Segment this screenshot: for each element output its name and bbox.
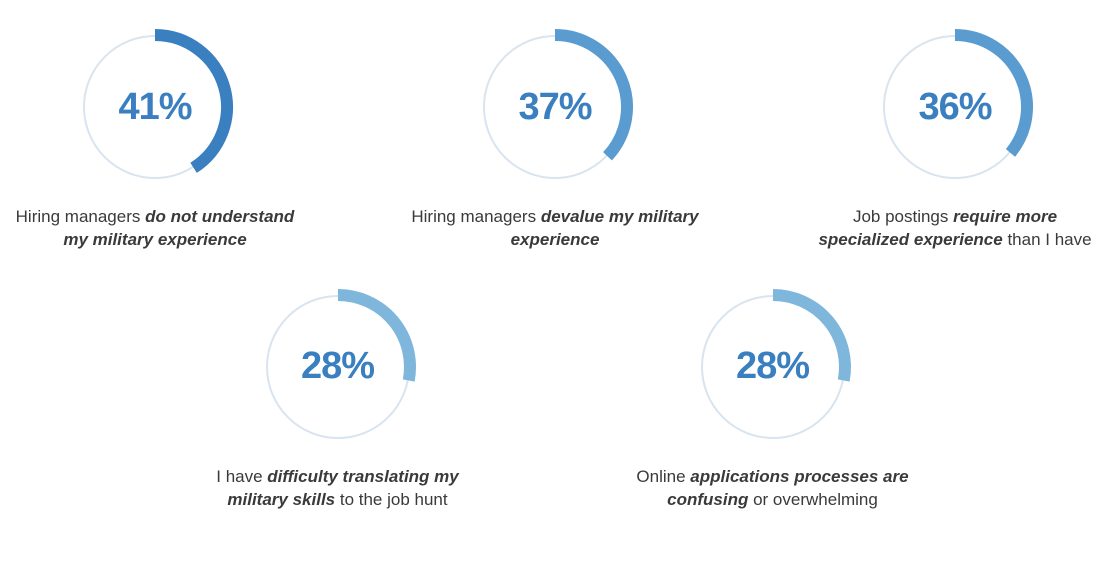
pct-label-difficulty-translating: 28% — [253, 282, 423, 452]
infographic-root: 41% Hiring managers do not understand my … — [0, 0, 1110, 564]
pct-label-specialized-experience: 36% — [870, 22, 1040, 192]
stat-row-1: 41% Hiring managers do not understand my … — [0, 0, 1110, 252]
stat-difficulty-translating: 28% I have difficulty translating my mili… — [193, 282, 483, 512]
donut-applications-confusing: 28% — [688, 282, 858, 452]
stat-not-understand: 41% Hiring managers do not understand my … — [10, 22, 300, 252]
stat-row-2: 28% I have difficulty translating my mili… — [0, 252, 1110, 512]
caption-not-understand: Hiring managers do not understand my mil… — [10, 206, 300, 252]
stat-devalue: 37% Hiring managers devalue my military e… — [410, 22, 700, 252]
pct-label-not-understand: 41% — [70, 22, 240, 192]
pct-label-devalue: 37% — [470, 22, 640, 192]
caption-specialized-experience: Job postings require more specialized ex… — [810, 206, 1100, 252]
pct-label-applications-confusing: 28% — [688, 282, 858, 452]
caption-devalue: Hiring managers devalue my military expe… — [410, 206, 700, 252]
donut-devalue: 37% — [470, 22, 640, 192]
stat-specialized-experience: 36% Job postings require more specialized… — [810, 22, 1100, 252]
caption-difficulty-translating: I have difficulty translating my militar… — [193, 466, 483, 512]
donut-specialized-experience: 36% — [870, 22, 1040, 192]
donut-not-understand: 41% — [70, 22, 240, 192]
caption-applications-confusing: Online applications processes are confus… — [628, 466, 918, 512]
donut-difficulty-translating: 28% — [253, 282, 423, 452]
stat-applications-confusing: 28% Online applications processes are con… — [628, 282, 918, 512]
